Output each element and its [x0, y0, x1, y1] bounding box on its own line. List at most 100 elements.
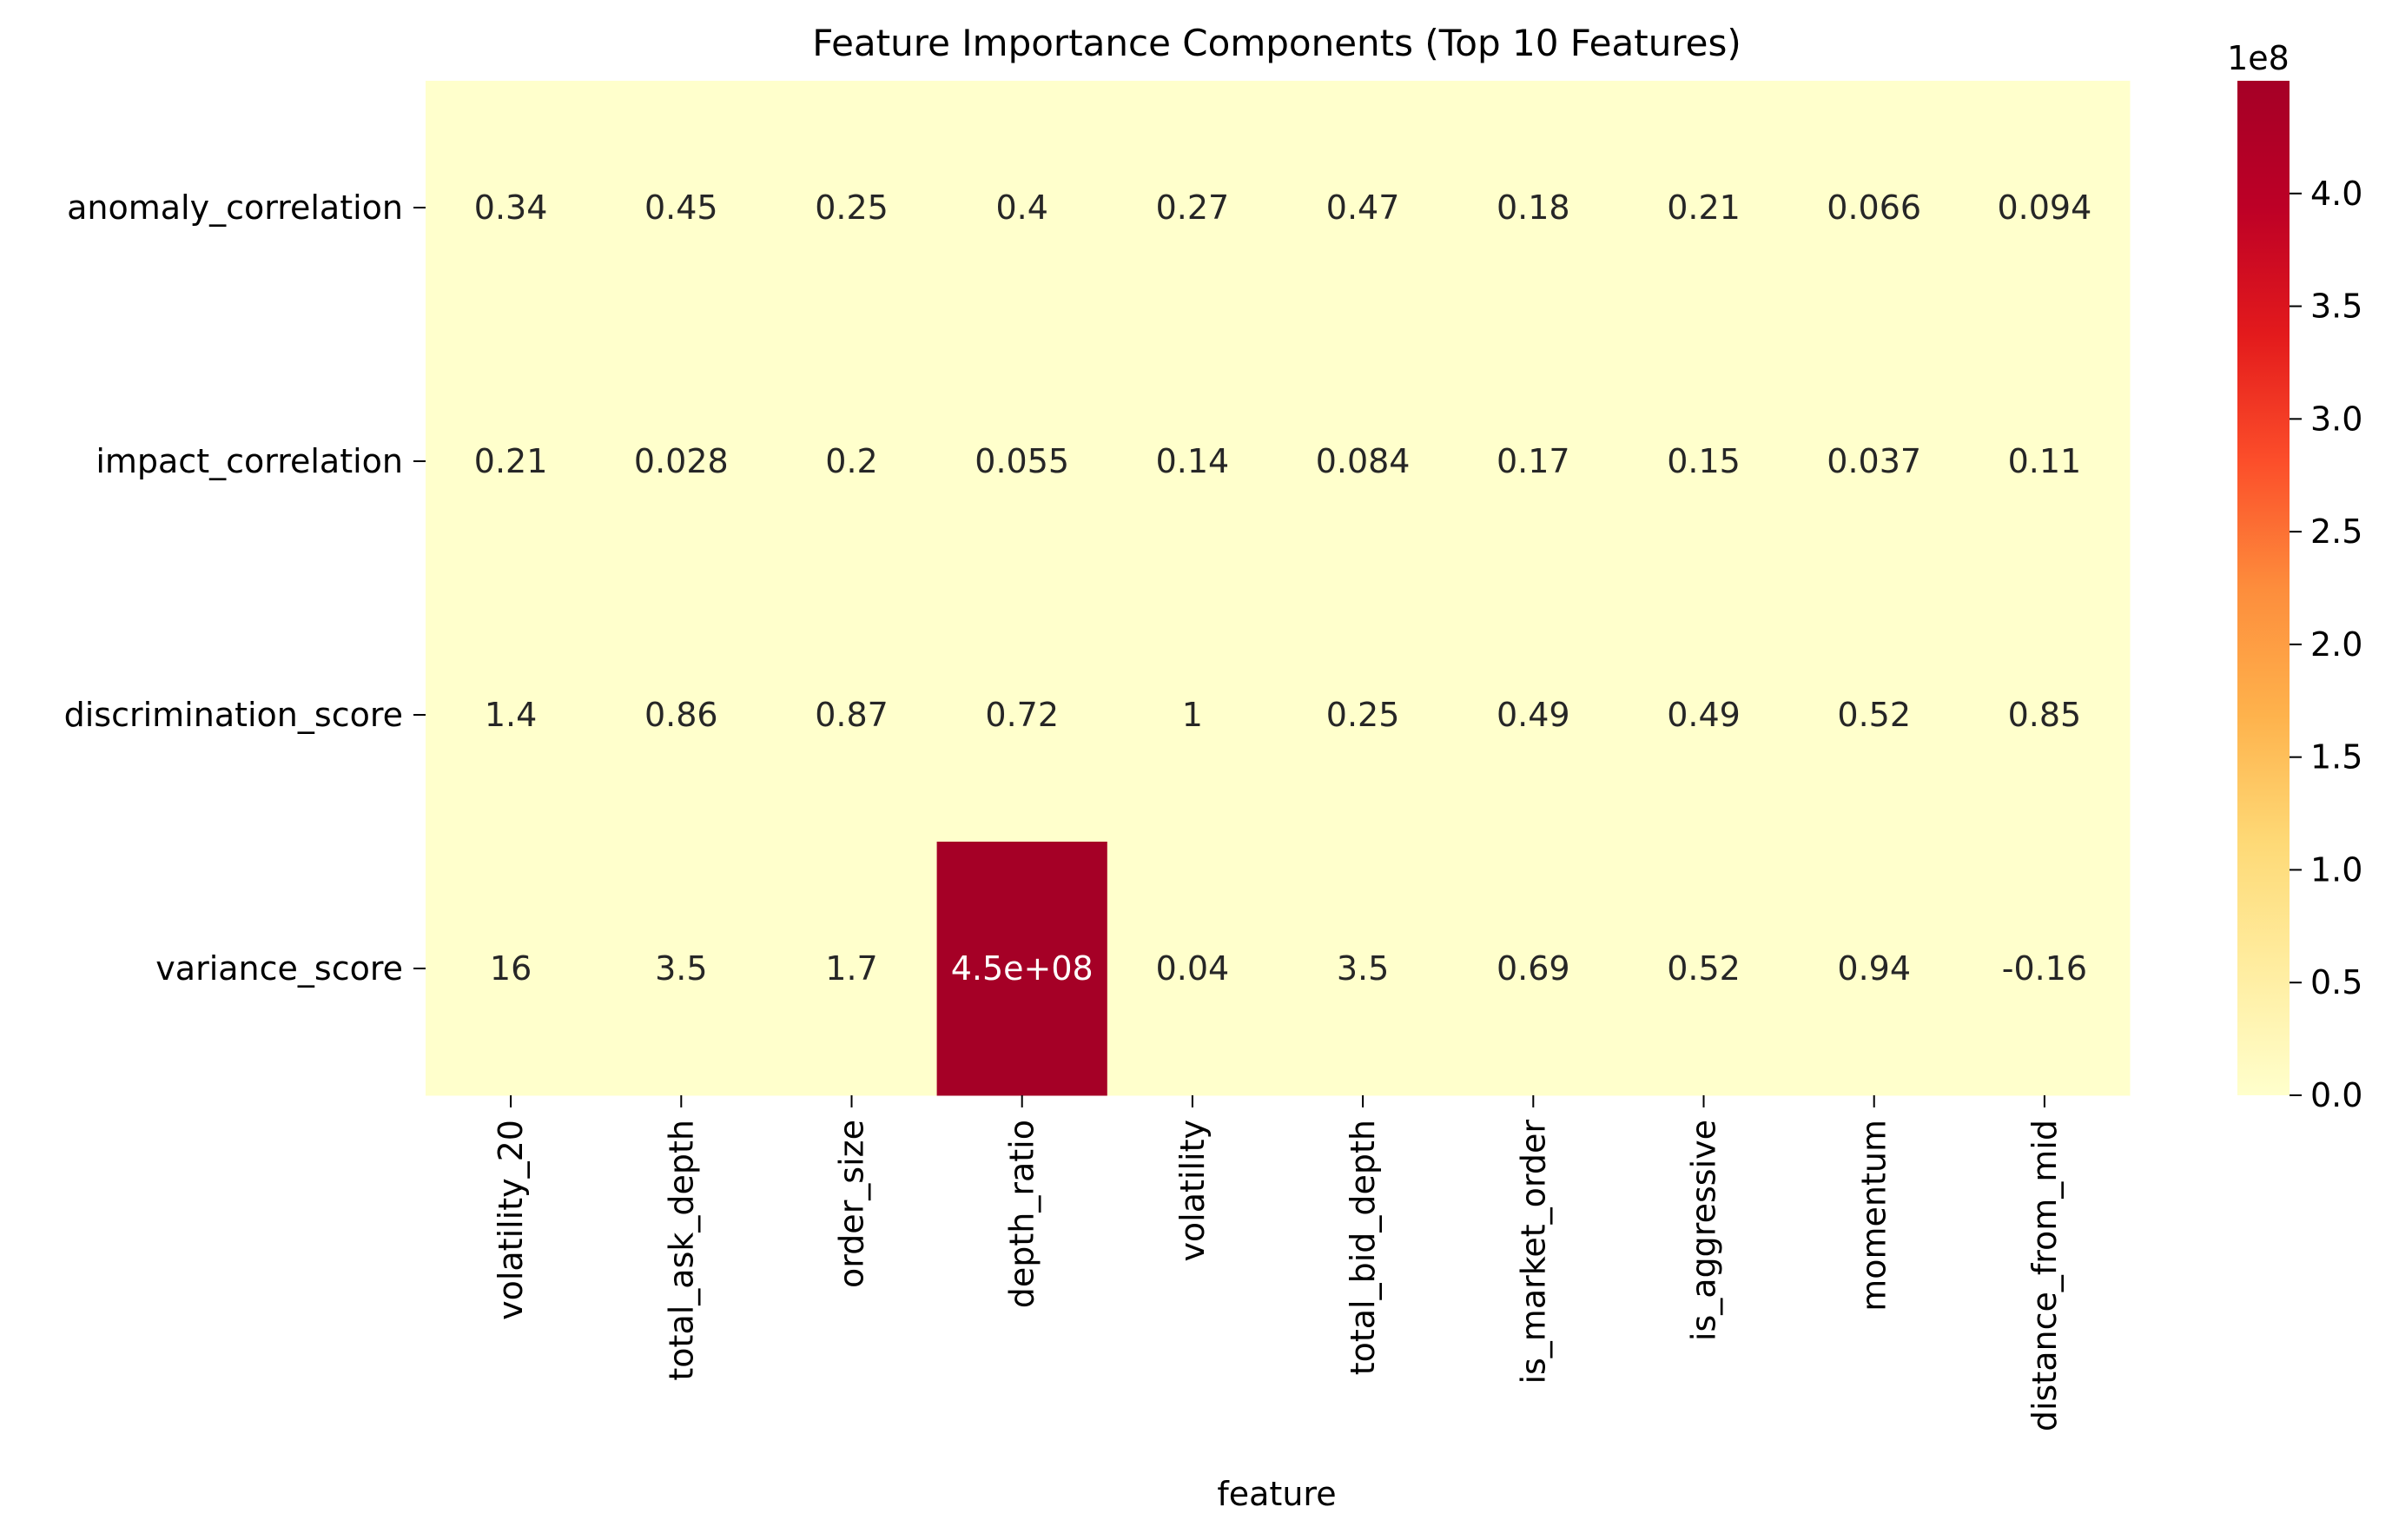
heatmap-cell	[596, 81, 767, 335]
cell-value-label: 0.21	[1667, 188, 1741, 227]
heatmap-cell	[596, 334, 767, 589]
cell-value-label: 0.4	[995, 188, 1047, 227]
heatmap-cell	[1959, 81, 2131, 335]
colorbar-tick-label: 0.0	[2310, 1076, 2362, 1114]
cell-value-label: 0.055	[975, 442, 1069, 480]
heatmap-cell	[1278, 588, 1449, 843]
cell-value-label: 0.11	[2008, 442, 2082, 480]
heatmap-cell	[1788, 842, 1960, 1096]
cell-value-label: 0.94	[1837, 949, 1911, 988]
cell-value-label: 0.25	[1326, 696, 1400, 734]
x-tick-label: depth_ratio	[1003, 1120, 1041, 1308]
cell-value-label: -0.16	[2002, 949, 2087, 988]
cell-value-label: 0.52	[1837, 696, 1911, 734]
x-tick-label: momentum	[1855, 1120, 1893, 1312]
cell-value-label: 0.34	[474, 188, 548, 227]
heatmap-cell	[1618, 588, 1790, 843]
colorbar-tick-label: 1.5	[2310, 738, 2362, 777]
cell-value-label: 0.47	[1326, 188, 1400, 227]
cell-value-label: 0.25	[815, 188, 889, 227]
heatmap-cell	[936, 588, 1108, 843]
heatmap-cell	[426, 334, 597, 589]
colorbar-gradient	[2237, 81, 2290, 1095]
colorbar-ticks: 0.0 0.5 1.0 1.5 2.0 2.5 3.0 3.5 4.0	[2290, 175, 2362, 1114]
cell-value-label: 1.7	[825, 949, 877, 988]
x-tick-label: order_size	[833, 1120, 871, 1288]
heatmap-cell	[426, 588, 597, 843]
cell-value-label: 0.14	[1156, 442, 1230, 480]
x-tick-label: volatility_20	[492, 1120, 530, 1320]
cell-value-label: 0.45	[644, 188, 718, 227]
cell-value-label: 0.85	[2008, 696, 2082, 734]
heatmap-cell	[766, 81, 938, 335]
colorbar-tick-label: 2.5	[2310, 512, 2362, 551]
cell-value-label: 1.4	[485, 696, 537, 734]
heatmap-cell	[1618, 81, 1790, 335]
cell-value-label: 0.2	[825, 442, 877, 480]
heatmap-cell	[1618, 842, 1790, 1096]
heatmap-cell	[1278, 81, 1449, 335]
heatmap-cell	[1107, 842, 1279, 1096]
x-axis: volatility_20 total_ask_depth order_size de…	[492, 1095, 2064, 1431]
cell-value-label: 0.49	[1667, 696, 1741, 734]
cell-value-label: 3.5	[1337, 949, 1389, 988]
cell-value-label: 0.028	[634, 442, 729, 480]
heatmap-cell	[1788, 81, 1960, 335]
cell-value-label: 0.87	[815, 696, 889, 734]
cell-value-label: 0.037	[1827, 442, 1921, 480]
heatmap-cell	[1278, 334, 1449, 589]
cell-value-label: 0.72	[985, 696, 1059, 734]
cell-value-label: 0.27	[1156, 188, 1230, 227]
cell-value-label: 0.52	[1667, 949, 1741, 988]
heatmap-cell	[426, 842, 597, 1096]
cell-value-label: 0.18	[1497, 188, 1570, 227]
colorbar-tick-label: 1.0	[2310, 850, 2362, 889]
cell-value-label: 3.5	[655, 949, 707, 988]
heatmap-cell	[1618, 334, 1790, 589]
heatmap-cell-labels: 0.34 0.45 0.25 0.4 0.27 0.47 0.18 0.21 0.066 0.09…	[474, 188, 2092, 988]
x-tick-label: is_market_order	[1514, 1120, 1552, 1385]
heatmap-cell	[1448, 842, 1619, 1096]
cell-value-label: 0.49	[1497, 696, 1570, 734]
y-axis: anomaly_correlation impact_correlationdis…	[64, 188, 426, 988]
colorbar-tick-label: 3.5	[2310, 288, 2362, 326]
heatmap-cell	[1107, 588, 1279, 843]
heatmap-cell	[1959, 842, 2131, 1096]
colorbar-tick-label: 4.0	[2310, 175, 2362, 213]
cell-value-label: 0.86	[644, 696, 718, 734]
heatmap-cell	[1448, 334, 1619, 589]
heatmap-cell	[1448, 588, 1619, 843]
heatmap-cells	[426, 81, 2131, 1096]
heatmap-cell	[596, 842, 767, 1096]
x-tick-label: volatility	[1173, 1120, 1212, 1262]
y-tick-label: anomaly_correlation	[67, 188, 403, 227]
heatmap-cell	[936, 842, 1108, 1096]
heatmap-cell	[1107, 334, 1279, 589]
heatmap-cell	[936, 81, 1108, 335]
x-axis-label: feature	[1217, 1475, 1336, 1513]
heatmap-cell	[766, 334, 938, 589]
heatmap-cell	[426, 81, 597, 335]
chart-title: Feature Importance Components (Top 10 Fe…	[812, 22, 1741, 64]
heatmap-cell	[1278, 842, 1449, 1096]
cell-value-label: 16	[490, 949, 532, 988]
colorbar-tick-label: 2.0	[2310, 625, 2362, 664]
colorbar-tick-label: 3.0	[2310, 400, 2362, 438]
y-tick-label: variance_score	[155, 949, 403, 988]
cell-value-label: 4.5e+08	[951, 949, 1094, 988]
colorbar-offset-label: 1e8	[2227, 39, 2290, 77]
cell-value-label: 0.094	[1998, 188, 2092, 227]
heatmap-cell	[1788, 588, 1960, 843]
cell-value-label: 0.15	[1667, 442, 1741, 480]
cell-value-label: 0.17	[1497, 442, 1570, 480]
cell-value-label: 0.04	[1156, 949, 1230, 988]
cell-value-label: 0.084	[1316, 442, 1411, 480]
heatmap-cell	[1788, 334, 1960, 589]
cell-value-label: 0.066	[1827, 188, 1921, 227]
heatmap-cell	[1107, 81, 1279, 335]
x-tick-label: total_bid_depth	[1344, 1120, 1382, 1375]
y-tick-label: impact_correlation	[96, 442, 403, 480]
colorbar: 1e8 0.0 0.5 1.0 1.5 2.0 2.5 3.0 3.5 4.0	[2227, 39, 2362, 1114]
heatmap-cell	[1959, 334, 2131, 589]
